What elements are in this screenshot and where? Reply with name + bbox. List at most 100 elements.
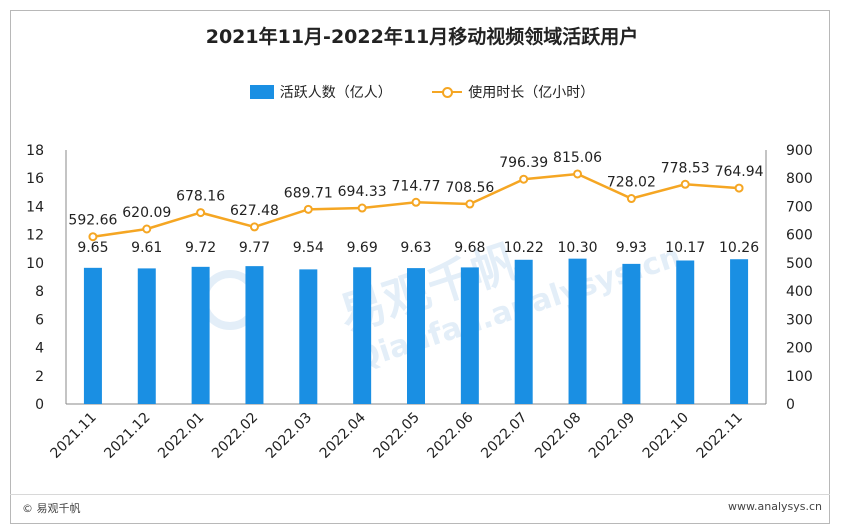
line-value-label: 728.02 bbox=[607, 175, 656, 191]
bar-value-label: 9.72 bbox=[185, 240, 216, 256]
right-tick-label: 300 bbox=[786, 312, 813, 328]
right-tick-label: 600 bbox=[786, 228, 813, 244]
line-value-label: 694.33 bbox=[338, 184, 387, 200]
line-point bbox=[249, 222, 259, 232]
footer-website: www.analysys.cn bbox=[728, 500, 822, 513]
right-tick-label: 900 bbox=[786, 143, 813, 159]
line-point bbox=[573, 169, 583, 179]
left-tick-label: 0 bbox=[35, 397, 44, 413]
chart-legend: 活跃人数（亿人） 使用时长（亿小时） bbox=[0, 82, 844, 102]
chart-title: 2021年11月-2022年11月移动视频领域活跃用户 bbox=[205, 26, 639, 48]
left-tick-label: 4 bbox=[35, 341, 44, 357]
line-value-label: 714.77 bbox=[392, 178, 441, 194]
left-tick-label: 8 bbox=[35, 284, 44, 300]
x-tick-label: 2022.03 bbox=[263, 410, 315, 462]
line-point bbox=[465, 199, 475, 209]
x-tick-label: 2022.06 bbox=[424, 409, 476, 461]
bar bbox=[514, 259, 533, 404]
bar bbox=[353, 267, 372, 404]
bar bbox=[730, 259, 749, 404]
bar bbox=[568, 258, 587, 404]
x-tick-label: 2022.07 bbox=[478, 410, 530, 462]
line-point bbox=[88, 232, 98, 242]
line-point bbox=[519, 174, 529, 184]
legend-line-swatch bbox=[432, 86, 463, 98]
bar-value-label: 10.22 bbox=[504, 240, 544, 256]
bar-value-label: 9.63 bbox=[400, 240, 431, 256]
line-point bbox=[734, 183, 744, 193]
line-point bbox=[142, 224, 152, 234]
legend-item-bar: 活跃人数（亿人） bbox=[249, 82, 392, 102]
x-tick-label: 2022.09 bbox=[586, 410, 638, 462]
footer-divider bbox=[10, 494, 830, 495]
left-tick-label: 2 bbox=[35, 369, 44, 385]
right-tick-label: 400 bbox=[786, 284, 813, 300]
bar-value-label: 9.61 bbox=[131, 240, 162, 256]
line-point bbox=[196, 208, 206, 218]
watermark: 易观千帆Qianfan.analysys.cn bbox=[200, 234, 685, 377]
bar-value-label: 9.77 bbox=[239, 240, 270, 256]
line-value-label: 678.16 bbox=[176, 189, 225, 205]
left-tick-label: 18 bbox=[26, 143, 44, 159]
x-tick-label: 2021.11 bbox=[47, 410, 99, 462]
bars bbox=[83, 258, 749, 404]
line-value-label: 815.06 bbox=[553, 150, 602, 166]
line-point bbox=[411, 197, 421, 207]
right-tick-label: 0 bbox=[786, 397, 795, 413]
bar-value-label: 9.65 bbox=[77, 240, 108, 256]
line-point bbox=[303, 204, 313, 214]
x-tick-label: 2021.12 bbox=[101, 410, 153, 462]
left-tick-label: 16 bbox=[26, 171, 44, 187]
line-value-label: 689.71 bbox=[284, 185, 333, 201]
line-point bbox=[626, 194, 636, 204]
bar-value-label: 9.54 bbox=[293, 240, 324, 256]
line-value-label: 620.09 bbox=[122, 205, 171, 221]
bar-value-label: 9.69 bbox=[347, 240, 378, 256]
bar-value-label: 10.30 bbox=[557, 240, 597, 256]
bar bbox=[191, 266, 210, 404]
bar bbox=[407, 268, 425, 404]
legend-label-line: 使用时长（亿小时） bbox=[468, 85, 595, 101]
left-tick-label: 12 bbox=[26, 228, 44, 244]
bar-value-label: 9.68 bbox=[454, 240, 485, 256]
bar-value-label: 9.93 bbox=[616, 240, 647, 256]
line-value-label: 708.56 bbox=[445, 180, 494, 196]
bar-value-label: 10.26 bbox=[719, 240, 759, 256]
right-tick-label: 200 bbox=[786, 341, 813, 357]
x-tick-label: 2022.10 bbox=[640, 410, 692, 462]
right-tick-label: 700 bbox=[786, 199, 813, 215]
left-tick-label: 10 bbox=[26, 256, 44, 272]
legend-label-bar: 活跃人数（亿人） bbox=[279, 85, 392, 101]
x-tick-label: 2022.11 bbox=[694, 410, 746, 462]
right-tick-label: 500 bbox=[786, 256, 813, 272]
bar bbox=[622, 263, 641, 404]
left-tick-label: 6 bbox=[35, 312, 44, 328]
right-tick-label: 800 bbox=[786, 171, 813, 187]
line-point bbox=[680, 179, 690, 189]
x-tick-label: 2022.04 bbox=[317, 409, 369, 461]
line-point bbox=[357, 203, 367, 213]
x-tick-label: 2022.08 bbox=[532, 410, 584, 462]
bar bbox=[83, 267, 102, 404]
bar bbox=[299, 269, 318, 404]
line-value-label: 764.94 bbox=[715, 164, 764, 180]
bar-value-label: 10.17 bbox=[665, 240, 705, 256]
x-tick-label: 2022.01 bbox=[155, 410, 207, 462]
footer-copyright: © 易观千帆 bbox=[22, 502, 81, 515]
x-tick-label: 2022.02 bbox=[209, 410, 261, 462]
bar bbox=[676, 260, 695, 404]
legend-bar-swatch bbox=[249, 85, 274, 99]
line-value-label: 778.53 bbox=[661, 160, 710, 176]
line-value-label: 796.39 bbox=[499, 155, 548, 171]
x-tick-label: 2022.05 bbox=[371, 410, 423, 462]
right-tick-label: 100 bbox=[786, 369, 813, 385]
line-value-label: 592.66 bbox=[68, 213, 117, 229]
data-labels: 9.65 9.61 9.72 9.77 9.54 9.69 9.63 9.68 10.22 10.… bbox=[68, 150, 763, 256]
bar bbox=[460, 267, 479, 404]
bar bbox=[245, 266, 264, 404]
legend-item-line: 使用时长（亿小时） bbox=[432, 82, 594, 102]
line-series bbox=[88, 169, 744, 242]
line-value-label: 627.48 bbox=[230, 203, 279, 219]
left-tick-label: 14 bbox=[26, 199, 44, 215]
